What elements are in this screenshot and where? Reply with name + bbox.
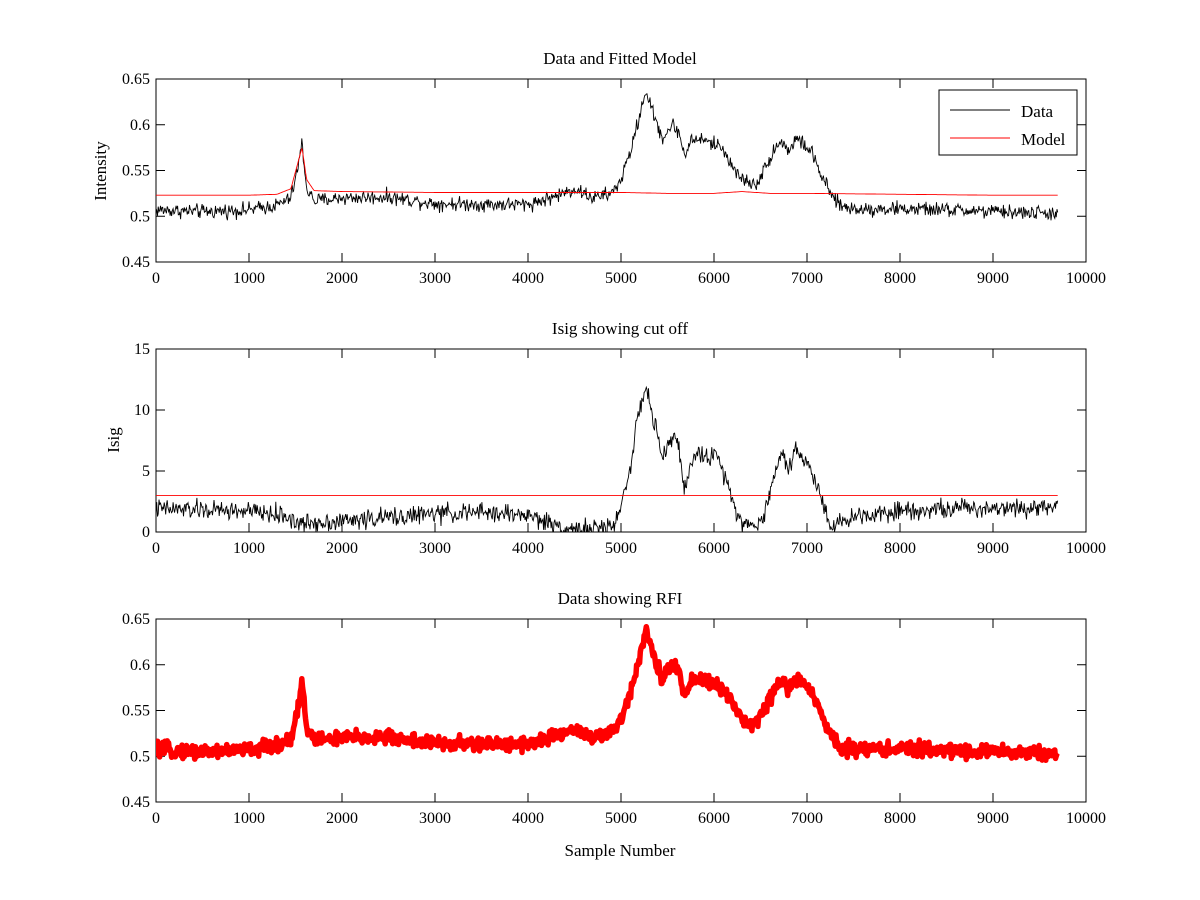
panel3-title: Data showing RFI <box>558 589 683 608</box>
series-data <box>156 93 1059 221</box>
x-tick-label: 9000 <box>977 810 1009 827</box>
x-tick-label: 6000 <box>698 270 730 287</box>
y-tick-label: 0.6 <box>130 657 150 674</box>
panel3-plot-area: 0 1000 2000 3000 4000 5000 6000 7000 8000 9000 100… <box>122 611 1106 827</box>
x-tick-label: 7000 <box>791 270 823 287</box>
y-tick-label: 0.5 <box>130 748 150 765</box>
y-tick-label: 10 <box>134 402 150 419</box>
x-tick-label: 5000 <box>605 540 637 557</box>
series-group <box>156 623 1060 763</box>
x-tick-label: 3000 <box>419 810 451 827</box>
x-tick-label: 1000 <box>233 540 265 557</box>
x-tick-label: 1000 <box>233 810 265 827</box>
x-tick-label: 0 <box>152 270 160 287</box>
panel1-ylabel: Intensity <box>91 141 110 201</box>
legend-box <box>938 89 1078 156</box>
y-tick-label: 0.55 <box>122 703 150 720</box>
x-tick-label: 4000 <box>512 810 544 827</box>
x-tick-label: 3000 <box>419 540 451 557</box>
panel-isig-cutoff: Isig showing cut off Isig 0 1000 2000 3000 4… <box>104 319 1106 557</box>
x-tick-label: 9000 <box>977 540 1009 557</box>
x-tick-label: 4000 <box>512 270 544 287</box>
y-tick-label: 0.55 <box>122 163 150 180</box>
x-tick-label: 10000 <box>1066 540 1106 557</box>
series-group <box>156 93 1059 221</box>
x-tick-label: 10000 <box>1066 270 1106 287</box>
panel2-ylabel: Isig <box>104 427 123 453</box>
x-tick-label: 5000 <box>605 270 637 287</box>
series-isig <box>156 385 1059 532</box>
x-tick-label: 7000 <box>791 540 823 557</box>
series-group <box>156 385 1059 532</box>
x-tick-label: 8000 <box>884 270 916 287</box>
panel2-title: Isig showing cut off <box>552 319 688 338</box>
legend: Data Model <box>938 89 1078 156</box>
panel-data-rfi: Data showing RFI Sample Number 0 1000 2000… <box>122 589 1106 860</box>
y-tick-label: 0 <box>142 524 150 541</box>
x-tick-label: 9000 <box>977 270 1009 287</box>
y-tick-label: 0.45 <box>122 794 150 811</box>
x-tick-label: 8000 <box>884 810 916 827</box>
legend-label-data: Data <box>1021 102 1054 121</box>
series-model <box>156 148 1058 196</box>
y-tick-label: 15 <box>134 341 150 358</box>
x-tick-label: 2000 <box>326 540 358 557</box>
x-tick-label: 0 <box>152 810 160 827</box>
panel1-title: Data and Fitted Model <box>543 49 697 68</box>
series-rfi-markers <box>156 623 1060 763</box>
x-tick-label: 4000 <box>512 540 544 557</box>
x-tick-label: 8000 <box>884 540 916 557</box>
x-tick-label: 7000 <box>791 810 823 827</box>
x-tick-label: 2000 <box>326 270 358 287</box>
x-tick-label: 5000 <box>605 810 637 827</box>
y-tick-label: 5 <box>142 463 150 480</box>
panel1-plot-area: 0 1000 2000 3000 4000 5000 6000 7000 8000 9000 100… <box>122 71 1106 287</box>
panel3-xlabel: Sample Number <box>565 841 676 860</box>
panel2-plot-area: 0 1000 2000 3000 4000 5000 6000 7000 8000 9000 100… <box>134 341 1106 557</box>
x-tick-label: 6000 <box>698 810 730 827</box>
y-tick-label: 0.65 <box>122 611 150 628</box>
legend-label-model: Model <box>1021 130 1066 149</box>
y-tick-label: 0.45 <box>122 254 150 271</box>
y-tick-label: 0.5 <box>130 208 150 225</box>
y-tick-label: 0.6 <box>130 117 150 134</box>
x-tick-label: 10000 <box>1066 810 1106 827</box>
x-tick-label: 1000 <box>233 270 265 287</box>
x-tick-label: 0 <box>152 540 160 557</box>
y-tick-label: 0.65 <box>122 71 150 88</box>
panel-data-fitted-model: Data and Fitted Model Intensity 0 1000 200… <box>91 49 1106 287</box>
x-tick-label: 2000 <box>326 810 358 827</box>
x-tick-label: 6000 <box>698 540 730 557</box>
x-tick-label: 3000 <box>419 270 451 287</box>
